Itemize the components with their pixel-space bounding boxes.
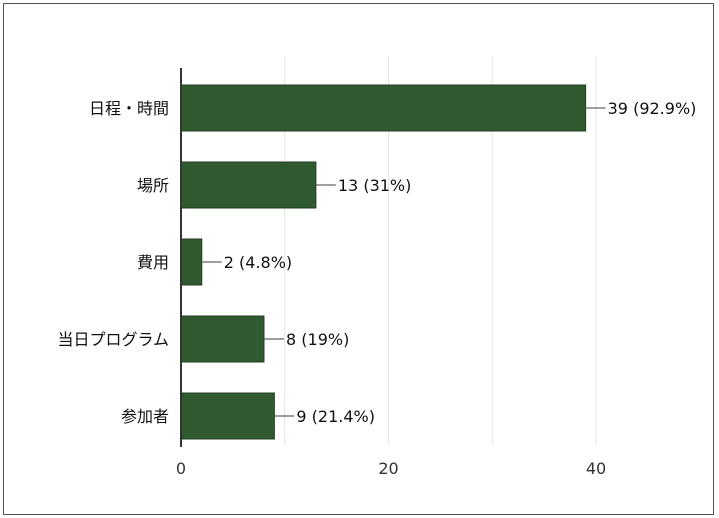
bar [180,238,203,286]
chart-frame: 39 (92.9%) 日程・時間 13 (31%) 場所 2 (4.8%) 費用 8 (19… [3,3,714,515]
bar [180,315,265,363]
x-tick-label: 20 [378,459,398,478]
bar [180,161,317,209]
category-label: 費用 [137,253,169,272]
x-tick-label: 40 [586,459,606,478]
category-label: 当日プログラム [57,330,169,349]
data-label: 2 (4.8%) [224,253,292,272]
category-label: 参加者 [121,407,169,426]
data-label: 39 (92.9%) [608,99,697,118]
bar [180,84,587,132]
bar-chart: 39 (92.9%) 日程・時間 13 (31%) 場所 2 (4.8%) 費用 8 (19… [57,56,697,478]
data-label: 13 (31%) [338,176,412,195]
x-tick-label: 0 [176,459,186,478]
data-label: 9 (21.4%) [296,407,375,426]
bar [180,392,275,440]
category-label: 日程・時間 [89,99,169,118]
data-label: 8 (19%) [286,330,349,349]
category-label: 場所 [137,176,169,195]
